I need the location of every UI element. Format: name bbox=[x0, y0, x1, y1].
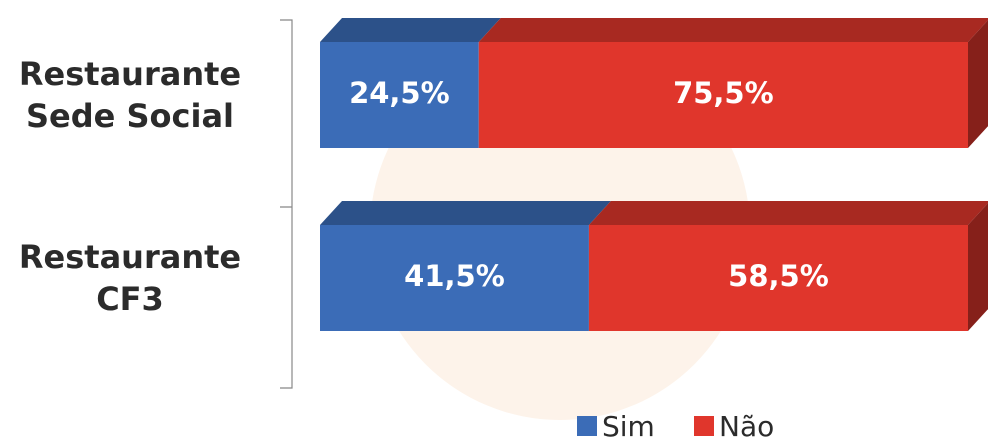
category-label: Restaurante Sede Social bbox=[18, 55, 242, 135]
bar-side-face bbox=[968, 203, 988, 331]
bar-top-face bbox=[588, 201, 988, 225]
bar-top-face bbox=[320, 201, 611, 225]
bar bbox=[320, 225, 589, 331]
legend-label: Sim bbox=[602, 410, 655, 442]
bar-top-face bbox=[478, 18, 988, 42]
bar-side-face bbox=[968, 20, 988, 148]
value-label: 41,5% bbox=[404, 259, 505, 293]
legend-swatch bbox=[694, 416, 714, 436]
bar bbox=[588, 225, 968, 331]
value-label: 24,5% bbox=[349, 76, 450, 110]
value-label: 75,5% bbox=[673, 76, 774, 110]
bar bbox=[478, 42, 968, 148]
category-label: Restaurante CF3 bbox=[18, 238, 242, 318]
legend-swatch bbox=[577, 416, 597, 436]
value-label: 58,5% bbox=[728, 259, 829, 293]
category-axis bbox=[280, 19, 293, 389]
bar-top-face bbox=[320, 18, 501, 42]
bar bbox=[320, 42, 479, 148]
legend-label: Não bbox=[719, 410, 774, 442]
